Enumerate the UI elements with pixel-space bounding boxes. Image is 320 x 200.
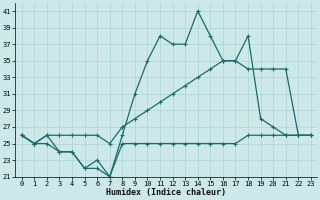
X-axis label: Humidex (Indice chaleur): Humidex (Indice chaleur) — [106, 188, 226, 197]
